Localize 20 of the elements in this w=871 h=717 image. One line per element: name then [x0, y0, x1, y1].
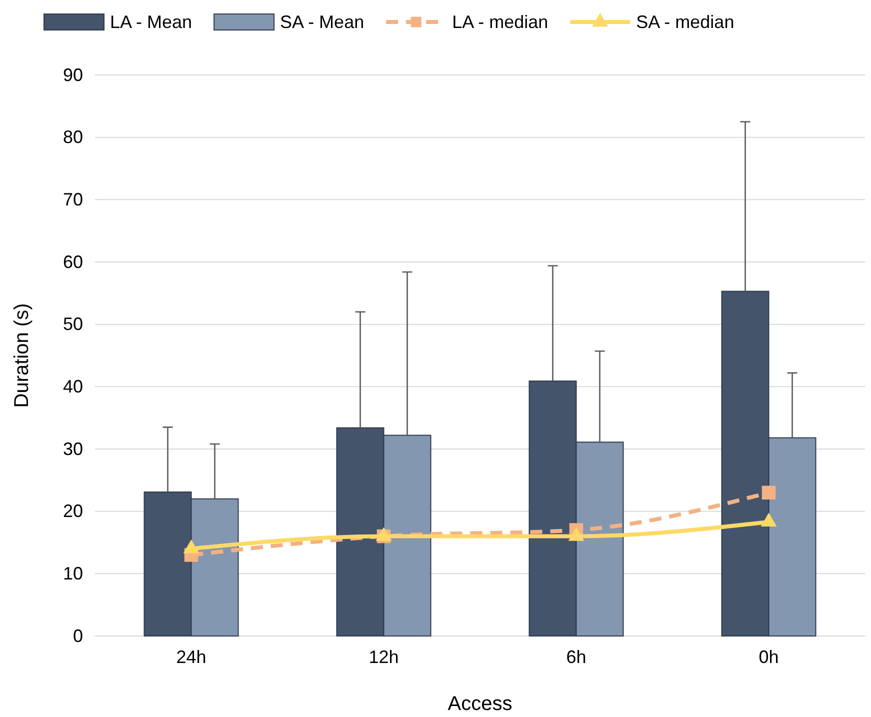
x-tick-label: 24h [176, 646, 206, 667]
legend-label: LA - median [452, 12, 548, 32]
y-tick-label: 30 [62, 438, 83, 459]
x-tick-label: 0h [758, 646, 779, 667]
y-tick-label: 60 [62, 252, 83, 272]
x-tick-label: 12h [368, 646, 399, 667]
x-axis-title: Access [448, 693, 512, 715]
y-tick-label: 50 [62, 314, 83, 334]
y-tick-label: 90 [62, 64, 83, 85]
y-tick-label: 10 [62, 563, 83, 584]
legend-label: SA - median [636, 12, 734, 32]
legend-label: SA - Mean [280, 12, 364, 32]
y-tick-label: 70 [62, 189, 83, 210]
y-axis-title: Duration (s) [11, 303, 33, 408]
y-tick-label: 20 [62, 501, 83, 522]
x-tick-label: 6h [566, 646, 586, 667]
y-tick-label: 80 [62, 127, 83, 148]
y-tick-label: 0 [72, 626, 83, 646]
y-tick-label: 40 [62, 376, 83, 396]
legend-label: LA - Mean [110, 12, 192, 32]
